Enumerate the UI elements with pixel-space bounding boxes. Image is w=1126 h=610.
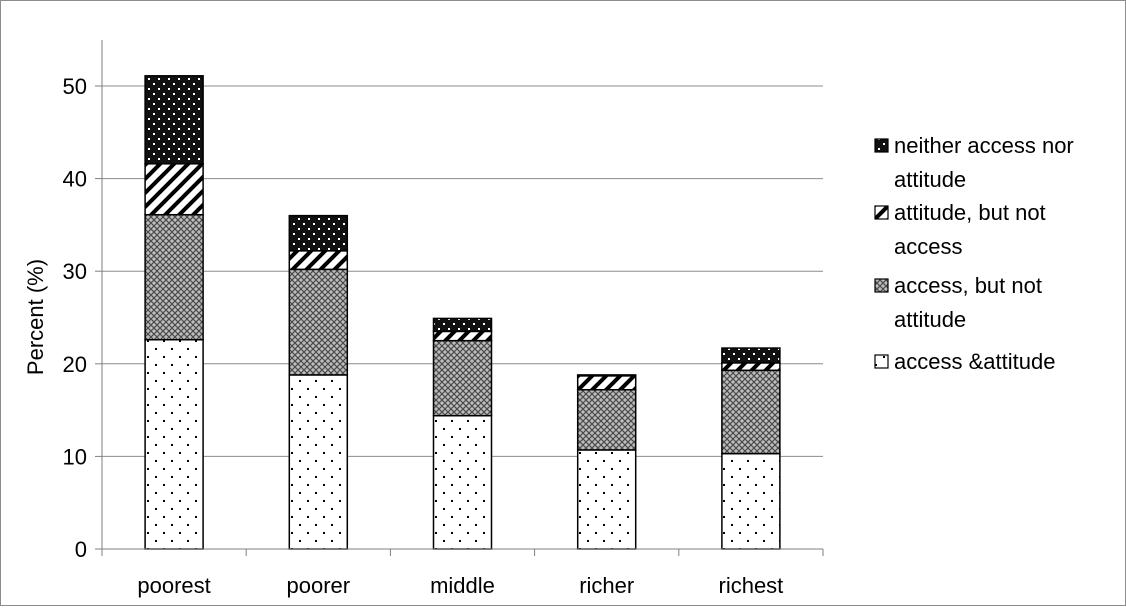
bar-segment-poorest-series-0 xyxy=(144,338,204,550)
legend-swatch xyxy=(874,354,889,369)
y-tick-label: 20 xyxy=(63,352,87,377)
bar-segment-middle-series-0 xyxy=(432,414,493,550)
x-tick-label: richer xyxy=(579,573,634,598)
legend-label: attitude xyxy=(894,167,966,192)
y-tick-label: 40 xyxy=(63,167,87,192)
bar-segment-poorer-series-1 xyxy=(288,268,349,376)
bar-segment-poorer-series-3 xyxy=(288,214,349,252)
x-tick-label: poorest xyxy=(137,573,210,598)
legend-label: neither access nor xyxy=(894,133,1074,158)
bar-segment-poorest-series-1 xyxy=(144,213,204,341)
legend-label: access &attitude xyxy=(894,349,1055,374)
y-axis-title: Percent (%) xyxy=(23,259,48,375)
bar-segment-poorer-series-0 xyxy=(288,374,349,550)
bar-segment-middle-series-3 xyxy=(432,317,493,333)
legend-label: access, but not xyxy=(894,273,1042,298)
bar-segment-richest-series-2 xyxy=(721,362,781,372)
legend-label: attitude xyxy=(894,307,966,332)
bar-segment-richest-series-0 xyxy=(721,452,781,550)
legend: neither access nor attitude attitude, but … xyxy=(874,133,1074,374)
y-tick-label: 30 xyxy=(63,259,87,284)
x-tick-label: middle xyxy=(430,573,495,598)
bar-segment-richer-series-0 xyxy=(576,449,637,550)
legend-label: access xyxy=(894,234,962,259)
y-tick-label: 0 xyxy=(75,537,87,562)
legend-swatch xyxy=(874,138,889,153)
axes: 0 10 20 30 40 50 poorest poorer middle richer rich… xyxy=(63,40,824,598)
y-tick-label: 50 xyxy=(63,74,87,99)
x-tick-label: poorer xyxy=(287,573,351,598)
gridlines xyxy=(102,85,823,457)
legend-label: attitude, but not xyxy=(894,200,1046,225)
bars xyxy=(144,75,781,550)
bar-segment-poorest-series-3 xyxy=(144,75,204,165)
bar-segment-poorer-series-2 xyxy=(288,250,349,271)
legend-swatch xyxy=(874,278,889,293)
bar-segment-richer-series-1 xyxy=(576,388,637,451)
bar-segment-richest-series-1 xyxy=(721,369,781,455)
bar-segment-richer-series-3 xyxy=(576,374,637,377)
x-tick-label: richest xyxy=(719,573,784,598)
legend-swatch xyxy=(874,205,889,220)
bar-segment-poorest-series-2 xyxy=(144,163,204,216)
bar-segment-richest-series-3 xyxy=(721,347,781,364)
y-tick-label: 10 xyxy=(63,444,87,469)
bar-segment-middle-series-2 xyxy=(432,330,493,342)
bar-segment-richer-series-2 xyxy=(576,375,637,391)
bar-segment-middle-series-1 xyxy=(432,339,493,417)
